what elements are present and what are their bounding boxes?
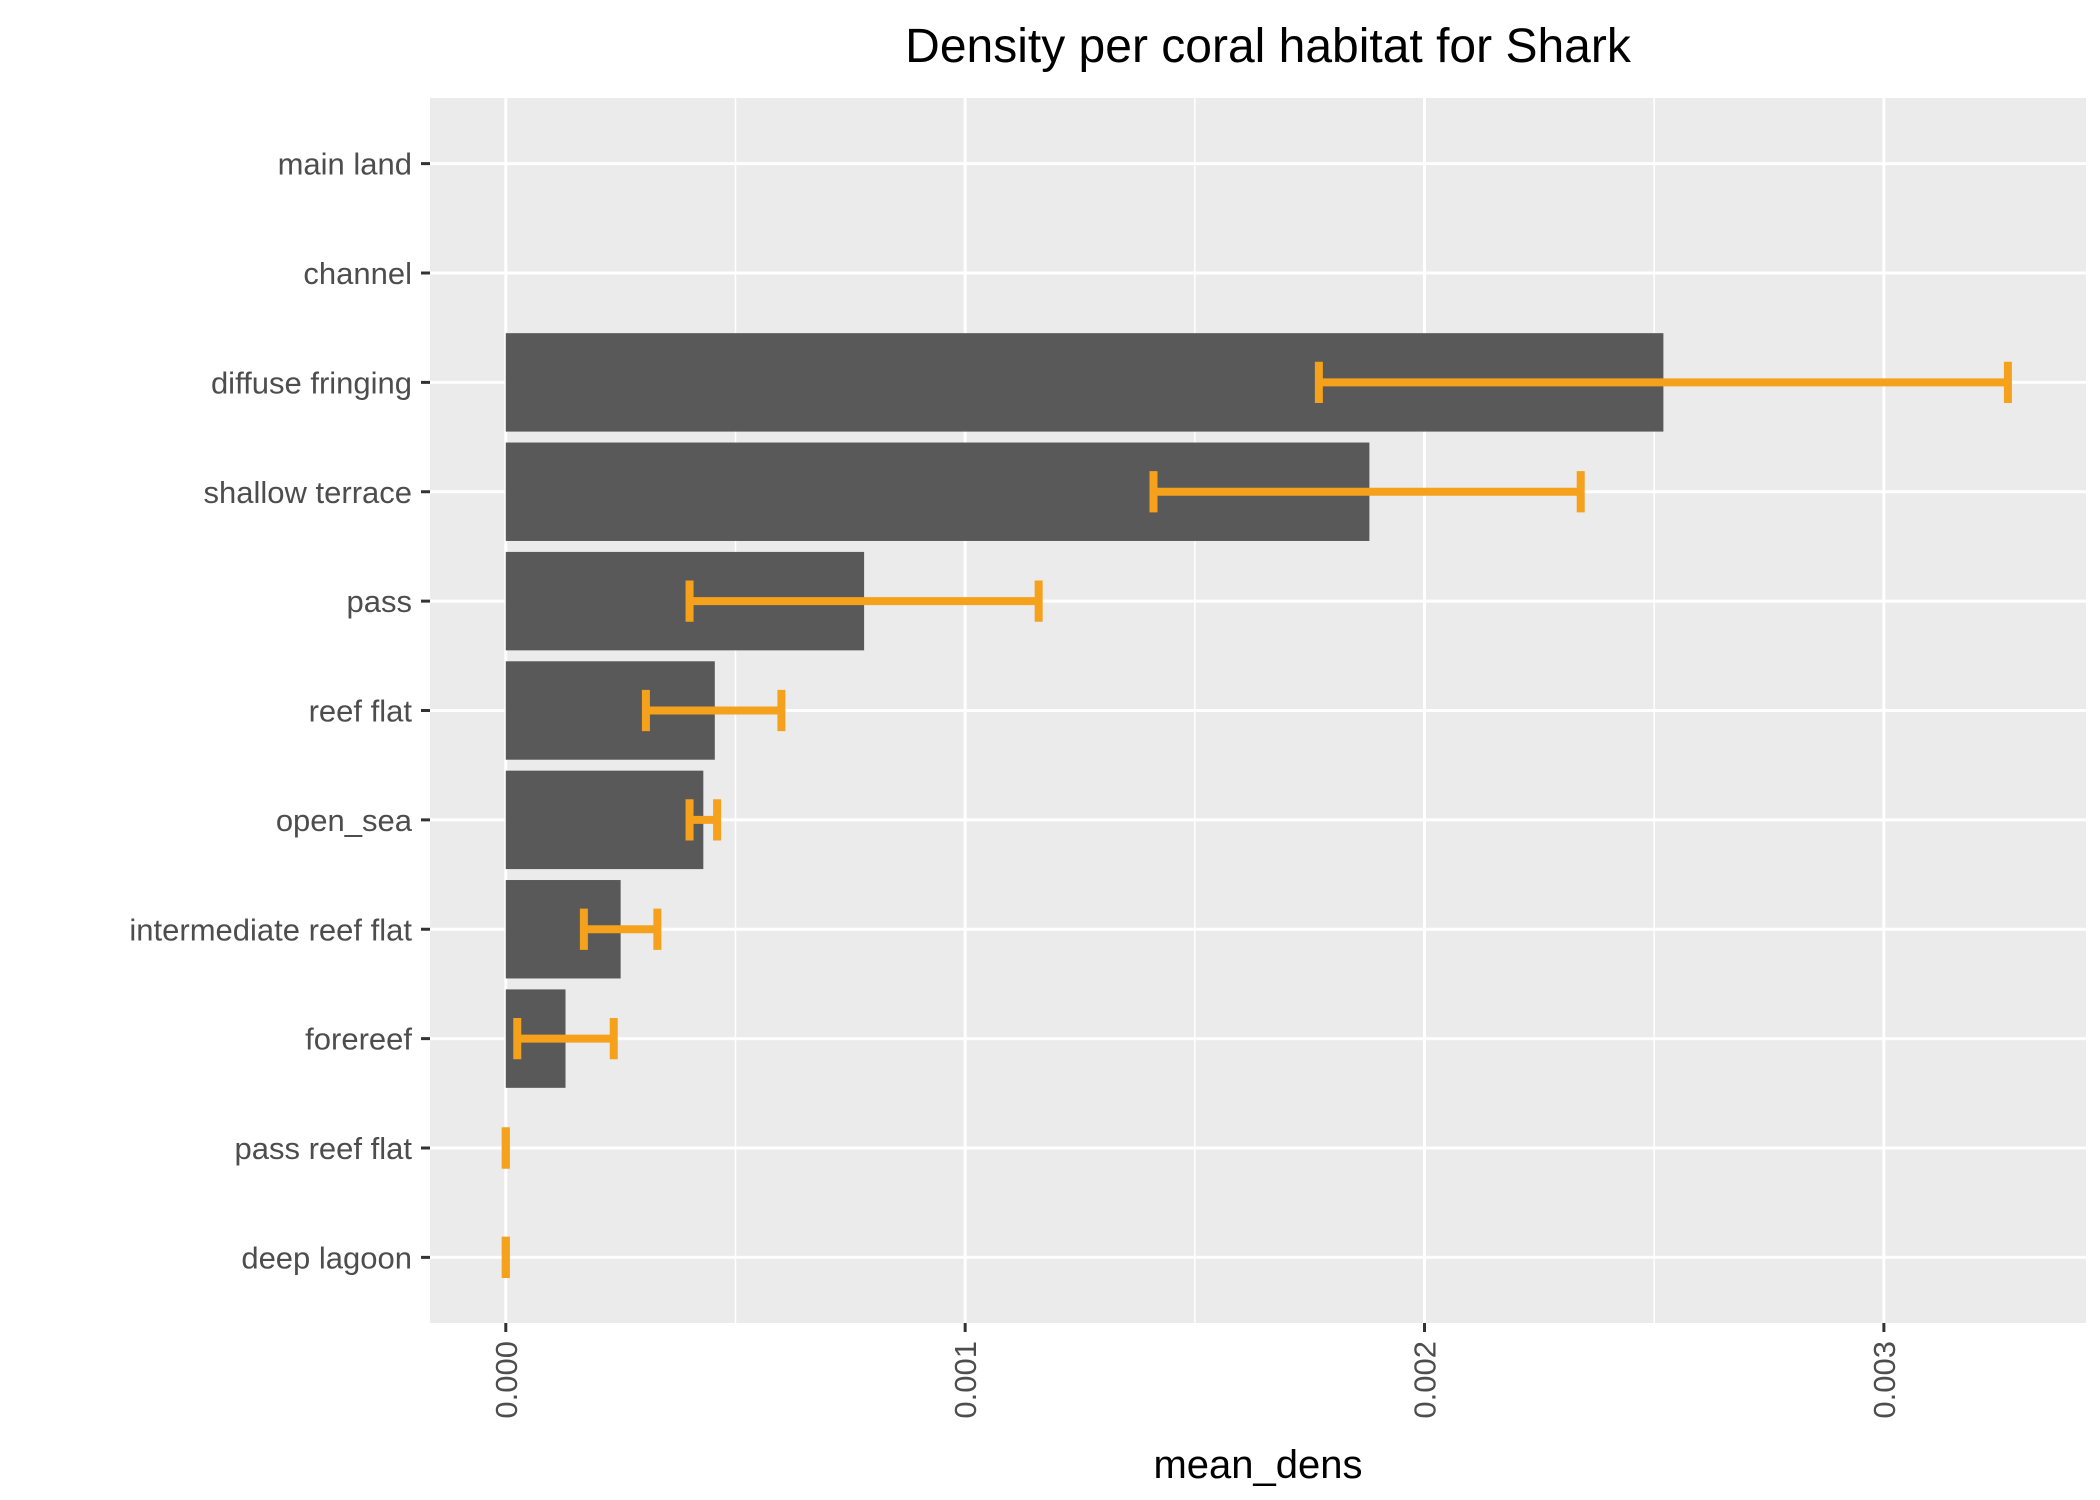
y-tick-label: channel — [303, 256, 412, 291]
bars — [505, 333, 1664, 1088]
error-bar — [685, 799, 722, 841]
error-bar — [1149, 471, 1585, 513]
y-tick-label: deep lagoon — [241, 1240, 412, 1275]
x-tick-label: 0.000 — [489, 1341, 524, 1419]
x-tick-label: 0.003 — [1867, 1341, 1902, 1419]
bar — [505, 770, 704, 870]
error-bars — [501, 361, 2012, 1279]
y-tick-label: main land — [278, 147, 412, 182]
y-tick-label: shallow terrace — [204, 475, 412, 510]
y-tick-label: pass — [347, 584, 412, 619]
error-bar — [1314, 361, 2012, 404]
y-tick-label: intermediate reef flat — [129, 912, 412, 947]
y-tick-label: forereef — [305, 1022, 412, 1057]
y-tick-label: open_sea — [276, 803, 413, 838]
y-tick-label: diffuse fringing — [211, 365, 412, 400]
error-bar — [579, 908, 662, 950]
x-tick-label: 0.001 — [948, 1341, 983, 1419]
x-axis-title: mean_dens — [1153, 1443, 1362, 1487]
y-tick-label: pass reef flat — [235, 1131, 413, 1166]
error-bar — [513, 1017, 618, 1060]
y-tick-label: reef flat — [309, 694, 413, 729]
error-bar — [641, 689, 786, 732]
chart-title: Density per coral habitat for Shark — [905, 20, 1632, 73]
error-bar — [685, 580, 1043, 622]
x-axis: 0.000 0.001 0.002 0.003 — [489, 1323, 1902, 1419]
y-axis: main land channel diffuse fringing shallow … — [129, 147, 430, 1275]
x-tick-label: 0.002 — [1408, 1341, 1443, 1419]
